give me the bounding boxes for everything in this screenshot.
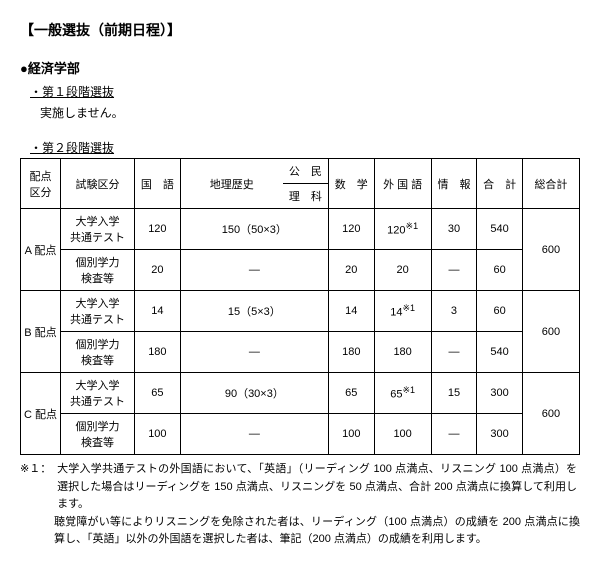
stage2-label: ・第２段階選抜: [30, 139, 580, 156]
cell: 3: [431, 291, 477, 332]
th-suugaku: 数 学: [328, 159, 374, 209]
grand-total: 600: [522, 209, 579, 291]
table-header-row: 配点 区分 試験区分 国 語 地理歴史 公 民 理 科 数 学 外 国 語 情 …: [21, 159, 580, 209]
cell: 65※1: [374, 373, 431, 414]
cell: 120※1: [374, 209, 431, 250]
th-goukei: 合 計: [477, 159, 523, 209]
th-sougou: 総合計: [522, 159, 579, 209]
note-para2: 聴覚障がい等によりリスニングを免除された者は、リーディング（100 点満点）の成…: [54, 514, 580, 549]
cell: 30: [431, 209, 477, 250]
cell: 540: [477, 209, 523, 250]
cell: 14: [328, 291, 374, 332]
th-haiten: 配点 区分: [21, 159, 61, 209]
cell: 180: [135, 332, 181, 373]
cell: 20: [374, 250, 431, 291]
cell: 20: [328, 250, 374, 291]
cell: 100: [135, 414, 181, 455]
cell: 300: [477, 414, 523, 455]
table-row: B 配点大学入学 共通テスト1415（5×3）1414※1360600: [21, 291, 580, 332]
cell: ―: [180, 414, 328, 455]
table-row: 個別学力 検査等20―2020―60: [21, 250, 580, 291]
cell: 20: [135, 250, 181, 291]
cell: ―: [180, 332, 328, 373]
stage1-label: ・第１段階選抜: [30, 83, 580, 100]
group-name: B 配点: [21, 291, 61, 373]
cell: 120: [135, 209, 181, 250]
cell: 15（5×3）: [180, 291, 328, 332]
cell: ―: [431, 332, 477, 373]
exam-type: 個別学力 検査等: [60, 414, 134, 455]
cell: 14: [135, 291, 181, 332]
cell: 540: [477, 332, 523, 373]
th-kokugo: 国 語: [135, 159, 181, 209]
table-row: 個別学力 検査等180―180180―540: [21, 332, 580, 373]
cell: 14※1: [374, 291, 431, 332]
cell: 100: [374, 414, 431, 455]
grand-total: 600: [522, 291, 579, 373]
page-title: 【一般選抜（前期日程）】: [20, 20, 580, 40]
table-row: A 配点大学入学 共通テスト120150（50×3）120120※1305406…: [21, 209, 580, 250]
cell: ―: [431, 414, 477, 455]
cell: 65: [328, 373, 374, 414]
cell: 65: [135, 373, 181, 414]
exam-type: 大学入学 共通テスト: [60, 373, 134, 414]
th-gaikoku: 外 国 語: [374, 159, 431, 209]
note-label: ※１：: [20, 461, 54, 479]
faculty-heading: ●経済学部: [20, 58, 580, 77]
group-name: A 配点: [21, 209, 61, 291]
cell: 60: [477, 250, 523, 291]
th-jouhou: 情 報: [431, 159, 477, 209]
grand-total: 600: [522, 373, 579, 455]
exam-type: 個別学力 検査等: [60, 332, 134, 373]
table-row: C 配点大学入学 共通テスト6590（30×3）6565※115300600: [21, 373, 580, 414]
cell: 180: [328, 332, 374, 373]
cell: ―: [180, 250, 328, 291]
exam-type: 大学入学 共通テスト: [60, 291, 134, 332]
cell: 150（50×3）: [180, 209, 328, 250]
cell: 300: [477, 373, 523, 414]
stage1-text: 実施しません。: [40, 104, 580, 121]
th-chireki: 地理歴史: [180, 159, 283, 209]
th-shiken: 試験区分: [60, 159, 134, 209]
cell: ―: [431, 250, 477, 291]
cell: 120: [328, 209, 374, 250]
table-row: 個別学力 検査等100―100100―300: [21, 414, 580, 455]
exam-type: 大学入学 共通テスト: [60, 209, 134, 250]
group-name: C 配点: [21, 373, 61, 455]
th-koumin-rika: 公 民 理 科: [283, 159, 329, 209]
cell: 100: [328, 414, 374, 455]
note-para1: 大学入学共通テストの外国語において、「英語」（リーディング 100 点満点、リス…: [57, 461, 577, 514]
cell: 15: [431, 373, 477, 414]
cell: 90（30×3）: [180, 373, 328, 414]
allocation-table: 配点 区分 試験区分 国 語 地理歴史 公 民 理 科 数 学 外 国 語 情 …: [20, 158, 580, 455]
cell: 60: [477, 291, 523, 332]
exam-type: 個別学力 検査等: [60, 250, 134, 291]
footnote: ※１： 大学入学共通テストの外国語において、「英語」（リーディング 100 点満…: [20, 461, 580, 549]
cell: 180: [374, 332, 431, 373]
